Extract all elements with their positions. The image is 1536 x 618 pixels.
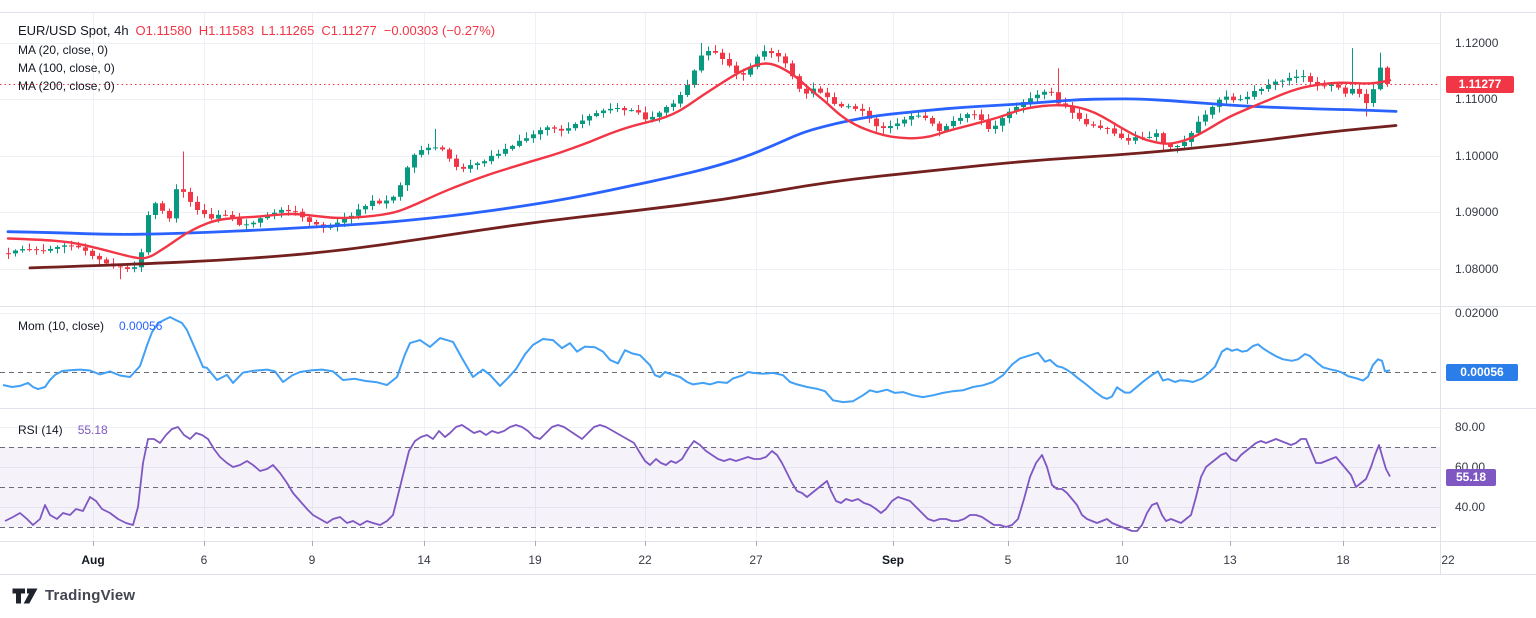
tradingview-logo[interactable]: TradingView xyxy=(12,587,135,604)
ma20-line xyxy=(6,62,1392,260)
mom-legend-label: Mom (10, close) xyxy=(18,319,105,333)
time-tick-label: 22 xyxy=(638,553,652,567)
ma200-line xyxy=(28,124,1398,270)
mom-legend-value: 0.00056 xyxy=(119,319,163,333)
rsi-value-badge: 55.18 xyxy=(1446,468,1496,486)
rsi-legend-label: RSI (14) xyxy=(18,423,63,437)
ohlc-high: H1.11583 xyxy=(198,23,255,38)
ohlc-low: L1.11265 xyxy=(261,23,315,38)
candles xyxy=(6,43,1390,280)
price-tick-label: 1.12000 xyxy=(1455,36,1499,50)
last-price-badge: 1.11277 xyxy=(1446,75,1514,93)
time-tick-label: Sep xyxy=(881,553,904,567)
mom-legend-row[interactable]: Mom (10, close) 0.00056 xyxy=(18,319,162,333)
rsi-legend-row[interactable]: RSI (14) 55.18 xyxy=(18,423,108,437)
rsi-tick-label: 40.00 xyxy=(1455,500,1486,514)
time-tick-label: 5 xyxy=(1004,553,1012,567)
rsi-level-lines xyxy=(0,447,1440,528)
ma100-line xyxy=(6,97,1398,236)
time-tick-label: 6 xyxy=(200,553,208,567)
ma20-legend[interactable]: MA (20, close, 0) xyxy=(18,43,109,57)
rsi-line xyxy=(4,424,1391,532)
time-tick-label: 10 xyxy=(1115,553,1129,567)
time-tick-label: 18 xyxy=(1336,553,1350,567)
rsi-tick-label: 80.00 xyxy=(1455,420,1486,434)
ohlc-open: O1.11580 xyxy=(135,23,192,38)
price-tick-label: 1.11000 xyxy=(1455,92,1498,106)
time-tick-label: 13 xyxy=(1223,553,1237,567)
tradingview-logo-icon xyxy=(12,588,38,603)
price-tick-label: 1.08000 xyxy=(1455,262,1499,276)
ma100-legend[interactable]: MA (100, close, 0) xyxy=(18,61,115,75)
mom-line xyxy=(2,316,1391,404)
ohlc-change: −0.00303 (−0.27%) xyxy=(383,23,496,38)
mom-value-badge: 0.00056 xyxy=(1446,363,1518,381)
symbol-legend-row[interactable]: EUR/USD Spot, 4h O1.11580 H1.11583 L1.11… xyxy=(18,23,495,38)
time-tick-label: 27 xyxy=(749,553,763,567)
time-tick-label: 19 xyxy=(528,553,542,567)
time-tick-label: 9 xyxy=(308,553,316,567)
ohlc-close: C1.11277 xyxy=(321,23,377,38)
price-tick-label: 1.10000 xyxy=(1455,149,1499,163)
symbol-title: EUR/USD Spot, 4h xyxy=(18,23,129,38)
gridlines xyxy=(0,12,1440,541)
time-tick-label: 22 xyxy=(1441,553,1455,567)
rsi-legend-value: 55.18 xyxy=(77,423,108,437)
time-tick-label: 14 xyxy=(417,553,431,567)
tradingview-logo-text: TradingView xyxy=(45,587,136,604)
separators xyxy=(0,12,1536,575)
price-tick-label: 1.09000 xyxy=(1455,205,1499,219)
ma200-legend[interactable]: MA (200, close, 0) xyxy=(18,79,115,93)
mom-tick-label: 0.02000 xyxy=(1455,306,1499,320)
time-tick-label: Aug xyxy=(81,553,105,567)
